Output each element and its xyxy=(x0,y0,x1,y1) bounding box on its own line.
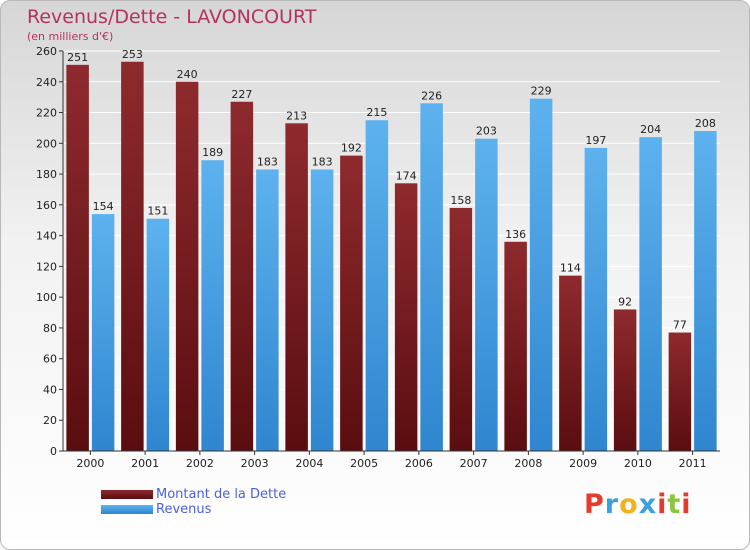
y-tick-label: 60 xyxy=(43,353,57,366)
y-tick-label: 0 xyxy=(50,445,57,458)
x-tick-label-2007: 2007 xyxy=(460,457,488,470)
data-label-revenus-2004: 183 xyxy=(312,155,333,168)
bar-revenus-2005 xyxy=(365,120,389,451)
x-tick-label-2000: 2000 xyxy=(76,457,104,470)
data-label-revenus-2001: 151 xyxy=(147,205,168,218)
data-label-dette-2003: 227 xyxy=(231,88,252,101)
data-label-dette-2009: 114 xyxy=(560,262,581,275)
data-label-revenus-2002: 189 xyxy=(202,146,223,159)
data-label-dette-2001: 253 xyxy=(122,48,143,61)
logo-letter: t xyxy=(667,489,682,520)
y-tick-label: 40 xyxy=(43,383,57,396)
data-label-dette-2011: 77 xyxy=(673,319,687,332)
data-label-revenus-2003: 183 xyxy=(257,155,278,168)
x-tick-label-2005: 2005 xyxy=(350,457,378,470)
logo-letter: i xyxy=(681,489,692,520)
x-tick-label-2011: 2011 xyxy=(679,457,707,470)
y-tick-label: 240 xyxy=(36,76,57,89)
y-tick-label: 20 xyxy=(43,414,57,427)
bar-dette-2002 xyxy=(175,81,199,452)
y-tick-label: 100 xyxy=(36,291,57,304)
chart-subtitle: (en milliers d'€) xyxy=(27,30,114,43)
x-tick-label-2008: 2008 xyxy=(514,457,542,470)
bar-dette-2004 xyxy=(285,123,308,452)
grid-layer xyxy=(63,50,720,452)
x-tick-label-2006: 2006 xyxy=(405,457,433,470)
data-label-dette-2002: 240 xyxy=(177,68,198,81)
data-label-revenus-2008: 229 xyxy=(531,85,552,98)
data-label-dette-2007: 158 xyxy=(450,194,471,207)
bar-revenus-2000 xyxy=(91,214,115,451)
x-tick-label-2001: 2001 xyxy=(131,457,159,470)
bar-revenus-2011 xyxy=(694,131,717,451)
y-tick-label: 80 xyxy=(43,322,57,335)
bar-dette-2005 xyxy=(340,155,363,451)
logo-letter: x xyxy=(638,489,658,520)
bar-revenus-2004 xyxy=(310,169,334,451)
data-label-dette-2000: 251 xyxy=(67,51,88,64)
bar-dette-2011 xyxy=(668,332,692,451)
data-label-revenus-2007: 203 xyxy=(476,125,497,138)
x-tick-label-2009: 2009 xyxy=(569,457,597,470)
bar-revenus-2009 xyxy=(584,147,608,451)
bar-dette-2007 xyxy=(449,207,473,451)
data-label-revenus-2009: 197 xyxy=(585,134,606,147)
bar-revenus-2006 xyxy=(420,103,443,452)
data-label-dette-2008: 136 xyxy=(505,228,526,241)
data-label-dette-2006: 174 xyxy=(396,169,417,182)
bar-dette-2009 xyxy=(559,275,582,451)
axis-layer: 0 20 40 60 80 100 120 140 160 180 200 220 240 260 2000… xyxy=(36,45,720,470)
bar-revenus-2002 xyxy=(201,160,224,451)
data-label-revenus-2005: 215 xyxy=(366,106,387,119)
bar-revenus-2007 xyxy=(475,138,498,451)
x-tick-label-2002: 2002 xyxy=(186,457,214,470)
bar-dette-2003 xyxy=(230,101,254,452)
y-tick-label: 180 xyxy=(36,168,57,181)
y-tick-label: 200 xyxy=(36,137,57,150)
data-label-dette-2004: 213 xyxy=(286,109,307,122)
data-label-revenus-2000: 154 xyxy=(93,200,114,213)
y-tick-label: 220 xyxy=(36,107,57,120)
y-tick-label: 260 xyxy=(36,45,57,58)
logo-letter: r xyxy=(604,489,620,520)
bar-revenus-2001 xyxy=(146,218,170,451)
data-label-revenus-2011: 208 xyxy=(695,117,716,130)
data-label-dette-2005: 192 xyxy=(341,142,362,155)
legend-label-dette: Montant de la Dette xyxy=(156,487,287,502)
logo-letter: o xyxy=(619,489,639,520)
bar-revenus-2010 xyxy=(639,137,662,451)
bar-revenus-2003 xyxy=(256,169,279,451)
y-tick-label: 140 xyxy=(36,230,57,243)
chart-title: Revenus/Dette - LAVONCOURT xyxy=(27,6,317,28)
x-tick-label-2010: 2010 xyxy=(624,457,652,470)
y-tick-label: 120 xyxy=(36,260,57,273)
bar-dette-2010 xyxy=(613,309,637,451)
data-label-revenus-2006: 226 xyxy=(421,89,442,102)
legend-swatch-dette xyxy=(101,490,153,499)
bar-layer xyxy=(66,61,717,452)
logo-letter: P xyxy=(584,489,605,520)
bar-dette-2006 xyxy=(394,183,418,452)
bar-dette-2000 xyxy=(66,64,89,451)
legend-label-revenus: Revenus xyxy=(156,502,212,517)
proxiti-logo: Proxiti xyxy=(584,489,692,520)
label-layer: 251 154 253 151 240 189 227 183 213 183 192 215 174 2… xyxy=(67,48,716,332)
logo-letter: i xyxy=(657,489,668,520)
legend-swatch-revenus xyxy=(101,505,153,514)
bar-dette-2001 xyxy=(121,61,144,452)
bar-dette-2008 xyxy=(504,241,527,451)
x-tick-label-2003: 2003 xyxy=(241,457,269,470)
y-tick-label: 160 xyxy=(36,199,57,212)
x-tick-label-2004: 2004 xyxy=(295,457,323,470)
data-label-revenus-2010: 204 xyxy=(640,123,661,136)
data-label-dette-2010: 92 xyxy=(618,295,632,308)
bar-revenus-2008 xyxy=(529,98,553,451)
